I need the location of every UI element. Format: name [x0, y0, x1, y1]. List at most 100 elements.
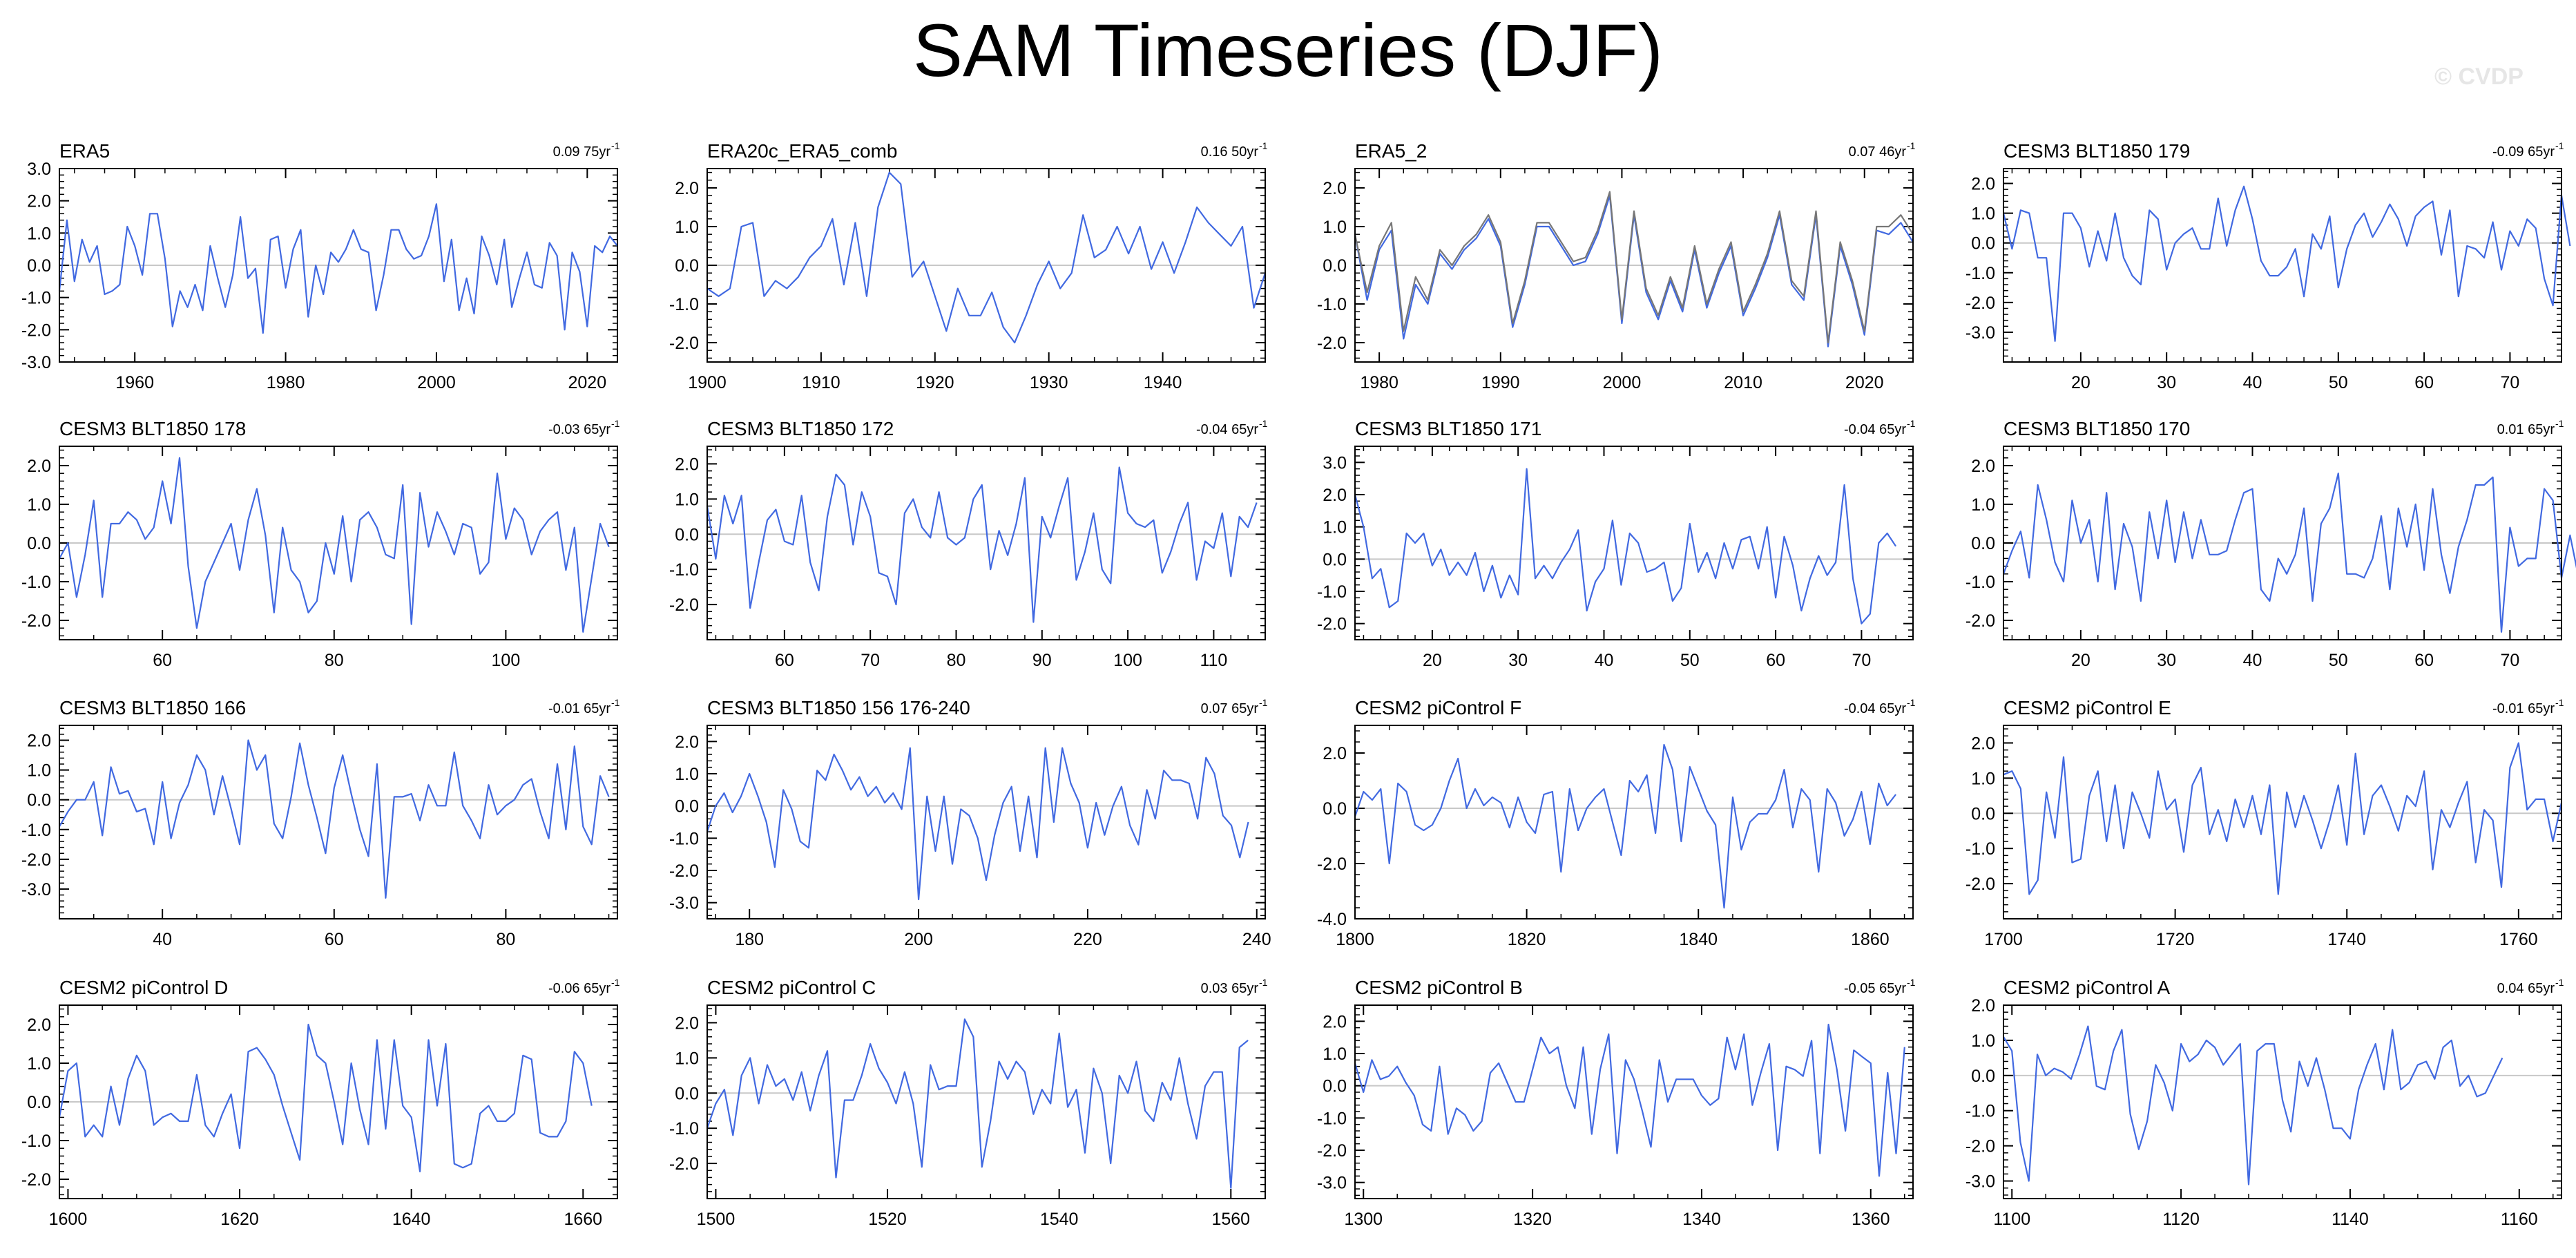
panel-title: CESM3 BLT1850 178 [59, 418, 246, 439]
y-tick-label: 0.0 [1971, 534, 1995, 553]
y-tick-label: 2.0 [1971, 175, 1995, 194]
plot-frame [2003, 168, 2562, 363]
x-tick-label: 1500 [697, 1210, 736, 1229]
x-tick-label: 40 [2243, 373, 2262, 392]
y-tick-label: -3.0 [21, 353, 51, 372]
panel-title: ERA20c_ERA5_comb [707, 140, 897, 162]
plot-frame [59, 1004, 618, 1199]
y-tick-label: 0.0 [27, 256, 51, 276]
y-tick-label: -1.0 [1965, 839, 1995, 859]
y-tick-label: -1.0 [21, 1132, 51, 1151]
panel-6: CESM3 BLT1850 171 -0.04 65yr -1 -2.0 -1.0 0.0… [1317, 418, 1916, 670]
x-tick-label: 1990 [1481, 373, 1520, 392]
panel-title: CESM3 BLT1850 156 176-240 [707, 697, 970, 718]
y-tick-label: 2.0 [1971, 457, 1995, 476]
trend-superscript: -1 [2555, 140, 2564, 151]
y-tick-label: 2.0 [675, 732, 699, 752]
trend-superscript: -1 [2555, 697, 2564, 708]
panel-5: CESM3 BLT1850 172 -0.04 65yr -1 -2.0 -1.0 0.0… [669, 418, 1268, 670]
y-tick-label: -1.0 [1965, 573, 1995, 592]
y-tick-label: -2.0 [669, 334, 699, 353]
plot-frame [2003, 446, 2562, 640]
x-tick-label: 180 [735, 930, 764, 949]
panel-8: CESM3 BLT1850 166 -0.01 65yr -1 -3.0 -2.0 -1.… [21, 697, 620, 949]
panel-11: CESM2 piControl E -0.01 65yr -1 -2.0 -1.0 0.0… [1965, 697, 2564, 949]
x-tick-label: 60 [775, 651, 794, 670]
y-tick-label: -2.0 [21, 850, 51, 870]
x-tick-label: 1960 [115, 373, 154, 392]
x-tick-label: 2020 [1845, 373, 1884, 392]
x-tick-label: 1820 [1508, 930, 1546, 949]
panel-3: CESM3 BLT1850 179 -0.09 65yr -1 -3.0 -2.0 -1.… [1965, 140, 2571, 392]
y-tick-label: 2.0 [675, 179, 699, 198]
y-tick-label: 2.0 [1323, 486, 1347, 505]
panel-title: CESM2 piControl C [707, 977, 876, 998]
panel-13: CESM2 piControl C 0.03 65yr -1 -2.0 -1.0 0.0 1… [669, 977, 1268, 1229]
y-tick-label: 1.0 [1971, 1031, 1995, 1051]
y-tick-label: 2.0 [1971, 734, 1995, 753]
x-tick-label: 80 [496, 930, 515, 949]
x-tick-label: 1980 [267, 373, 305, 392]
y-tick-label: 0.0 [27, 534, 51, 553]
trend-label: -0.04 65yr [1196, 422, 1258, 437]
plot-frame [707, 725, 1266, 919]
y-tick-label: 1.0 [675, 218, 699, 237]
y-tick-label: 1.0 [1323, 218, 1347, 237]
y-tick-label: -1.0 [669, 829, 699, 848]
trend-label: -0.01 65yr [548, 701, 611, 716]
panel-7: CESM3 BLT1850 170 0.01 65yr -1 -2.0 -1.0 0.0 1… [1965, 418, 2576, 670]
x-tick-label: 240 [1242, 930, 1271, 949]
trend-superscript: -1 [611, 697, 620, 708]
x-tick-label: 60 [325, 930, 344, 949]
x-tick-label: 2000 [1603, 373, 1642, 392]
series-line-0 [1354, 468, 1897, 625]
trend-superscript: -1 [611, 977, 620, 988]
x-tick-label: 2020 [568, 373, 607, 392]
panel-title: CESM3 BLT1850 172 [707, 418, 894, 439]
trend-label: 0.07 65yr [1201, 701, 1259, 716]
y-tick-label: -2.0 [1965, 294, 1995, 313]
trend-superscript: -1 [2555, 418, 2564, 429]
x-tick-label: 70 [861, 651, 880, 670]
y-tick-label: 1.0 [675, 1049, 699, 1068]
y-tick-label: 0.0 [675, 797, 699, 817]
y-tick-label: 3.0 [1323, 453, 1347, 473]
y-tick-label: -1.0 [21, 573, 51, 592]
plot-frame [2003, 1004, 2562, 1199]
x-tick-label: 1100 [1993, 1210, 2030, 1229]
y-tick-label: 0.0 [1323, 256, 1347, 276]
trend-label: 0.04 65yr [2497, 981, 2555, 996]
plot-frame [59, 725, 618, 919]
plot-frame [1354, 725, 1914, 919]
y-tick-label: -3.0 [1317, 1174, 1347, 1193]
x-tick-label: 1860 [1851, 930, 1890, 949]
y-tick-label: 1.0 [1971, 204, 1995, 224]
panel-title: ERA5 [59, 140, 110, 162]
panel-title: CESM3 BLT1850 171 [1355, 418, 1541, 439]
x-tick-label: 50 [2329, 651, 2348, 670]
x-tick-label: 90 [1032, 651, 1052, 670]
y-tick-label: 1.0 [27, 761, 51, 781]
plot-frame [59, 168, 618, 363]
y-tick-label: 0.0 [1971, 1067, 1995, 1086]
x-tick-label: 1920 [916, 373, 954, 392]
x-tick-label: 60 [2414, 651, 2434, 670]
trend-label: -0.06 65yr [548, 981, 611, 996]
x-tick-label: 200 [904, 930, 933, 949]
x-tick-label: 1600 [49, 1210, 88, 1229]
y-tick-label: 2.0 [1323, 744, 1347, 763]
y-tick-label: -1.0 [669, 1119, 699, 1138]
x-tick-label: 1140 [2332, 1210, 2369, 1229]
y-tick-label: -2.0 [1965, 611, 1995, 631]
y-tick-label: 0.0 [1971, 234, 1995, 254]
series-line-0 [58, 203, 618, 334]
x-tick-label: 50 [2329, 373, 2348, 392]
y-tick-label: 0.0 [1323, 1077, 1347, 1096]
series-line-0 [707, 171, 1267, 344]
x-tick-label: 30 [2157, 651, 2176, 670]
trend-superscript: -1 [1907, 697, 1916, 708]
y-tick-label: -1.0 [669, 295, 699, 314]
y-tick-label: 2.0 [27, 1016, 51, 1035]
y-tick-label: 2.0 [1971, 996, 1995, 1016]
